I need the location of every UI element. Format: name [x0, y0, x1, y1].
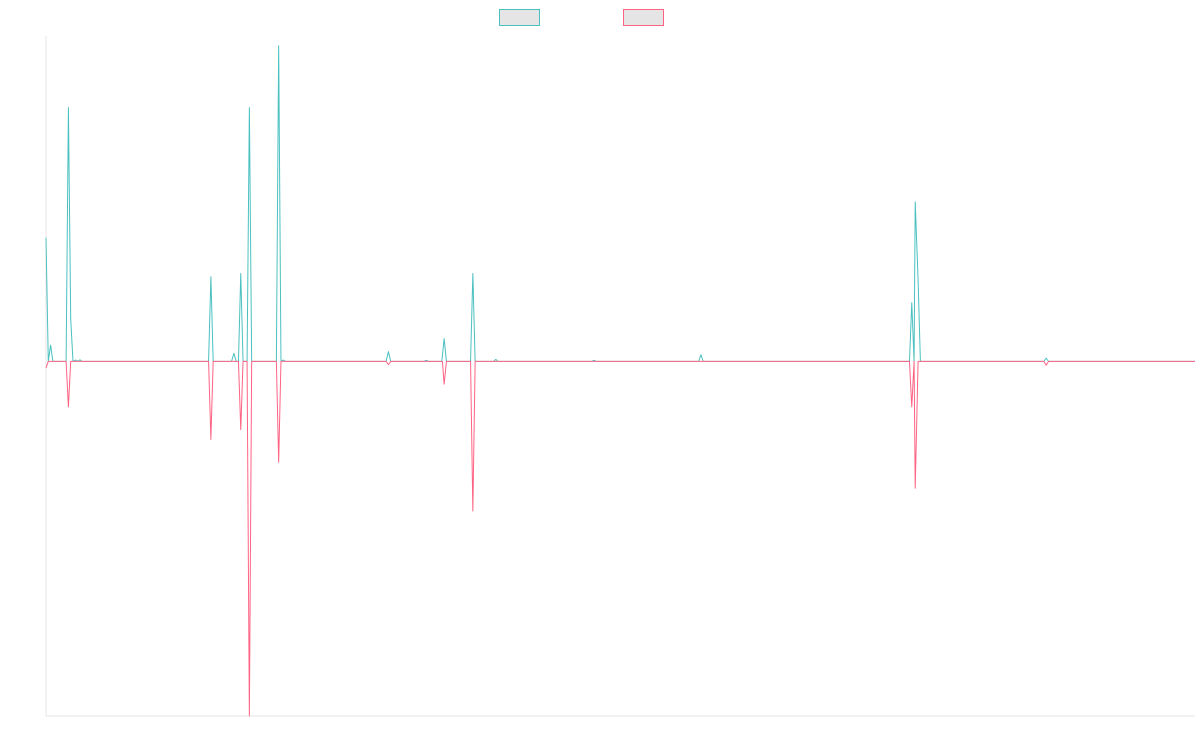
legend-swatch-2[interactable]	[623, 9, 664, 26]
axes	[45, 36, 1195, 717]
series-line-2	[45, 360, 1195, 717]
series-line-1	[45, 45, 1195, 362]
legend-item-1[interactable]	[499, 9, 540, 26]
legend-swatch-1[interactable]	[499, 9, 540, 26]
legend-item-2[interactable]	[623, 9, 664, 26]
plot-area	[45, 45, 1195, 717]
legend[interactable]	[499, 9, 664, 26]
